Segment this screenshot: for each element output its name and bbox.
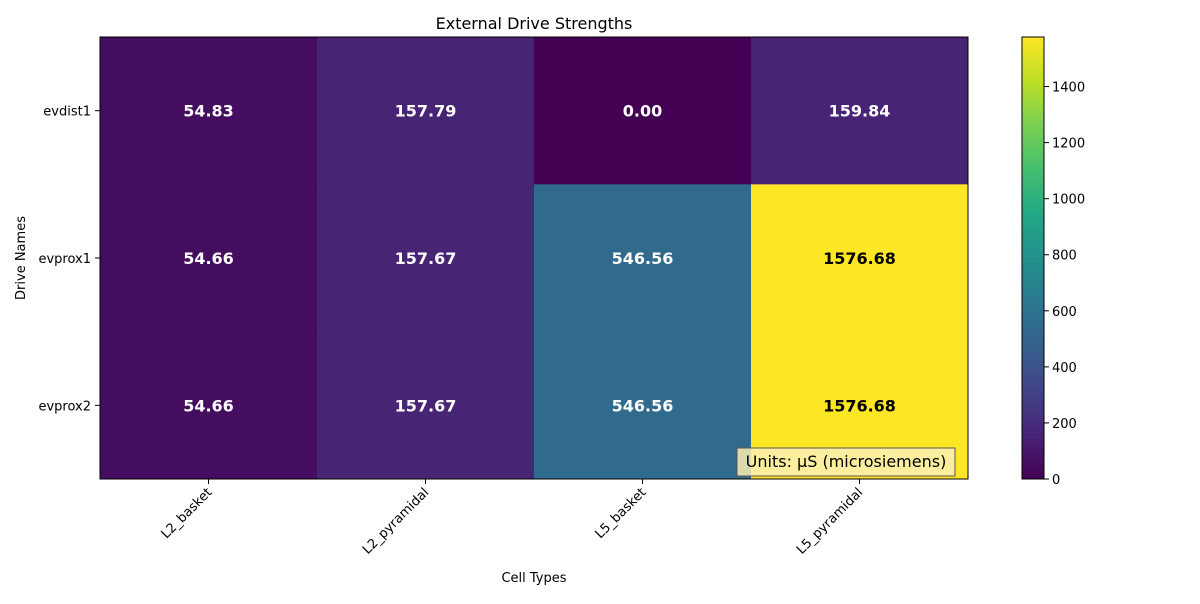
x-axis-ticks: L2_basket L2_pyramidal L5_basket L5_pyramid…	[159, 479, 866, 558]
colorbar-tick-label: 400	[1052, 361, 1077, 376]
colorbar-tick-label: 1200	[1052, 137, 1085, 152]
chart-title: External Drive Strengths	[436, 14, 633, 33]
cell-value-label: 54.66	[183, 396, 234, 415]
cell-value-label: 546.56	[612, 249, 674, 268]
x-tick-label: L5_pyramidal	[794, 485, 866, 557]
colorbar: 0 200 400 600 800 1000 1200 1400	[1021, 36, 1085, 488]
y-axis-ticks: evdist1 evprox1 evprox2	[38, 105, 100, 414]
heatmap-cell	[534, 331, 752, 480]
heatmap-cell	[317, 184, 535, 333]
colorbar-tick-label: 600	[1052, 305, 1077, 320]
x-tick-label: L2_pyramidal	[360, 485, 432, 557]
cell-value-label: 54.66	[183, 249, 234, 268]
cell-value-label: 0.00	[623, 102, 662, 121]
cell-value-label: 546.56	[612, 396, 674, 415]
y-tick-label: evprox2	[38, 399, 91, 414]
heatmap-cell	[534, 184, 752, 333]
heatmap-cell	[534, 37, 752, 185]
heatmap-cell	[317, 331, 535, 480]
y-tick-label: evprox1	[38, 252, 91, 267]
heatmap-cell	[100, 331, 318, 480]
heatmap-cell	[100, 184, 318, 333]
x-tick-label: L5_basket	[593, 485, 650, 542]
cell-value-label: 1576.68	[823, 396, 896, 415]
heatmap-cell	[751, 184, 969, 333]
cell-value-label: 54.83	[183, 102, 234, 121]
heatmap-cells: 54.83 157.79 0.00 159.84 54.66 157.67 546.56 15…	[100, 37, 969, 480]
colorbar-tick-label: 1400	[1052, 81, 1085, 96]
colorbar-tick-label: 800	[1052, 249, 1077, 264]
colorbar-tick-label: 0	[1052, 473, 1060, 488]
x-tick-label: L2_basket	[159, 485, 216, 542]
units-annotation-text: Units: μS (microsiemens)	[746, 452, 947, 471]
colorbar-tick-label: 1000	[1052, 193, 1085, 208]
colorbar-gradient	[1021, 36, 1045, 480]
heatmap-cell	[317, 37, 535, 185]
colorbar-tick-label: 200	[1052, 417, 1077, 432]
heatmap-cell	[751, 37, 969, 185]
cell-value-label: 157.67	[395, 249, 457, 268]
units-annotation: Units: μS (microsiemens)	[736, 447, 956, 477]
units-annotation-box	[736, 447, 956, 477]
y-tick-label: evdist1	[43, 105, 91, 120]
heatmap-cell	[100, 37, 318, 185]
cell-value-label: 157.67	[395, 396, 457, 415]
cell-value-label: 157.79	[395, 102, 457, 121]
cell-value-label: 159.84	[829, 102, 891, 121]
y-axis-label: Drive Names	[14, 216, 29, 300]
cell-value-label: 1576.68	[823, 249, 896, 268]
x-axis-label: Cell Types	[501, 571, 566, 586]
